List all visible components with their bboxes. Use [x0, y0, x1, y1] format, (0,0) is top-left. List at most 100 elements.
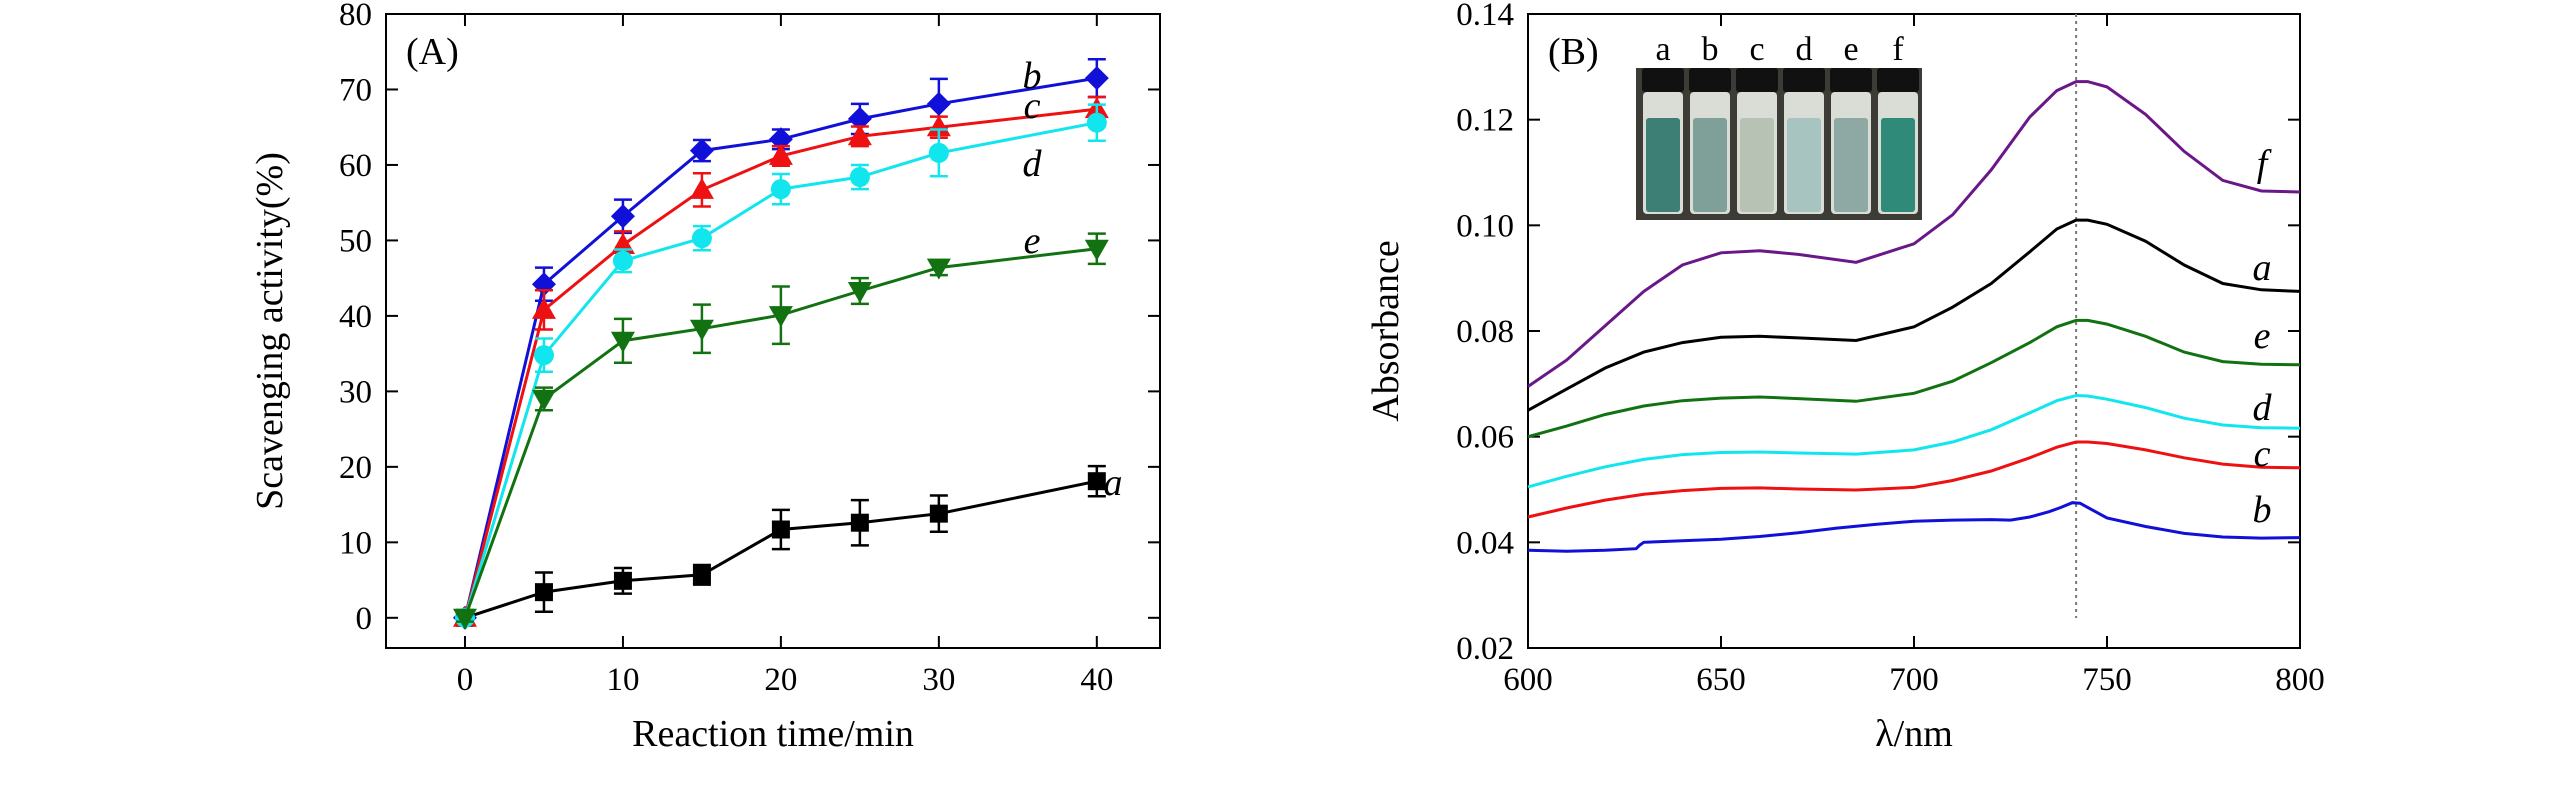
data-point	[926, 115, 951, 137]
series-line	[1527, 318, 2301, 439]
data-point	[850, 513, 869, 532]
vial-label: b	[1702, 31, 1719, 68]
curve-label-a: a	[1104, 462, 1123, 504]
x-tick-label: 700	[1889, 662, 1939, 698]
data-point	[534, 583, 553, 602]
data-point	[689, 319, 714, 341]
y-tick-label: 40	[339, 299, 372, 335]
data-point	[771, 520, 790, 539]
data-point	[926, 258, 951, 280]
data-point	[1087, 472, 1106, 491]
data-point	[768, 143, 793, 165]
data-point	[533, 345, 554, 366]
series-line	[1527, 393, 2301, 489]
y-tick-label: 10	[339, 525, 372, 561]
y-tick-label: 0.06	[1456, 420, 1514, 456]
data-point	[768, 306, 793, 328]
data-point	[610, 331, 635, 353]
series-line	[1527, 440, 2301, 519]
series-line	[1527, 501, 2301, 553]
data-point	[610, 204, 635, 229]
curve-label-a: a	[2253, 247, 2272, 289]
y-tick-label: 70	[339, 72, 372, 108]
vial-liquid	[1881, 118, 1915, 212]
x-tick-label: 650	[1696, 662, 1746, 698]
series-f	[1527, 80, 2301, 388]
x-axis-label: λ/nm	[1875, 713, 1953, 755]
series-d	[1527, 393, 2301, 489]
y-tick-label: 80	[339, 0, 372, 33]
y-tick-label: 50	[339, 223, 372, 259]
data-point	[847, 106, 872, 131]
data-point	[926, 91, 951, 116]
y-tick-label: 20	[339, 450, 372, 486]
y-tick-label: 0.08	[1456, 314, 1514, 350]
vial-label: d	[1796, 31, 1813, 68]
vial-label: a	[1655, 31, 1670, 68]
vial-label: c	[1749, 31, 1764, 68]
data-point	[1086, 112, 1107, 133]
x-tick-label: 20	[764, 662, 797, 698]
x-tick-label: 30	[922, 662, 955, 698]
vial-label: f	[1892, 31, 1904, 68]
series-b	[1527, 501, 2301, 553]
y-tick-label: 60	[339, 148, 372, 184]
y-axis-label: Scavenging activity(%)	[249, 152, 291, 510]
y-tick-label: 0.04	[1456, 525, 1514, 561]
curve-label-b: b	[2253, 489, 2272, 531]
panel-b: 600 650 700 750 800 0.02 0.04 0.06 0.08 0.10 0.12 0…	[1365, 0, 2325, 755]
y-tick-label: 0.12	[1456, 103, 1514, 139]
series-line	[1527, 218, 2301, 412]
y-tick-label: 0.10	[1456, 208, 1514, 244]
plot-frame	[385, 13, 1161, 649]
vial-cap	[1642, 68, 1684, 92]
data-point	[613, 571, 632, 590]
curve-label-d: d	[2253, 387, 2273, 429]
vial-liquid	[1834, 118, 1868, 212]
data-point	[847, 124, 872, 146]
x-tick-label: 800	[2275, 662, 2325, 698]
vial-liquid	[1740, 118, 1774, 212]
series-e	[452, 232, 1109, 630]
vial-cap	[1877, 68, 1919, 92]
curve-label-e: e	[1024, 220, 1041, 262]
x-tick-label: 40	[1080, 662, 1113, 698]
y-tick-label: 30	[339, 374, 372, 410]
data-point	[1084, 66, 1109, 91]
series-line	[1527, 80, 2301, 388]
panel-a: 0 10 20 30 40 0 10 20 30 40 50 60 70 80 Reaction time/…	[249, 0, 1161, 755]
vial-cap	[1830, 68, 1872, 92]
panel-label: (B)	[1548, 31, 1599, 73]
data-point	[452, 608, 477, 630]
data-point	[531, 297, 556, 319]
y-tick-label: 0.14	[1456, 0, 1514, 33]
data-point	[929, 504, 948, 523]
series-line	[463, 247, 1097, 619]
curve-label-c: c	[1024, 85, 1041, 127]
series-line	[463, 121, 1098, 619]
curve-label-c: c	[2254, 433, 2271, 475]
series-c	[1527, 440, 2301, 519]
series-a	[455, 464, 1106, 627]
curve-label-f: f	[2257, 143, 2272, 185]
data-point	[847, 281, 872, 303]
inset-background	[1636, 68, 1922, 220]
curve-label-b: b	[1023, 55, 1042, 97]
x-tick-label: 600	[1503, 662, 1553, 698]
data-point	[612, 250, 633, 271]
x-tick-label: 750	[2082, 662, 2132, 698]
data-point	[691, 228, 712, 249]
vial-liquid	[1693, 118, 1727, 212]
data-point	[692, 565, 711, 584]
x-axis-label: Reaction time/min	[632, 713, 914, 755]
y-tick-label: 0	[356, 601, 373, 637]
data-point	[689, 138, 714, 163]
panel-label: (A)	[406, 31, 459, 73]
y-axis-label: Absorbance	[1365, 240, 1407, 421]
series-line	[463, 107, 1097, 619]
vial-liquid	[1646, 118, 1680, 212]
curve-label-e: e	[2254, 315, 2271, 357]
data-point	[770, 179, 791, 200]
